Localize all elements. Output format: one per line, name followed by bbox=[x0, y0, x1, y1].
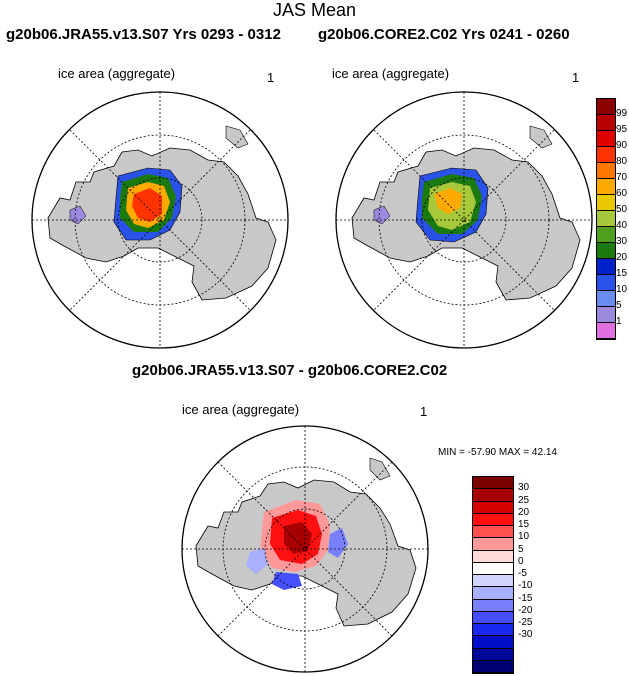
top-colorbar-tick-label: 10 bbox=[616, 284, 628, 295]
left-polar-map bbox=[31, 91, 289, 349]
diff-colorbar-swatch bbox=[473, 624, 513, 637]
diff-colorbar-tick-label: 0 bbox=[518, 555, 524, 567]
top-colorbar-swatch bbox=[597, 179, 615, 195]
left-units-label: 1 bbox=[267, 70, 275, 85]
top-colorbar-tick-label: 50 bbox=[616, 204, 628, 215]
diff-units-label: 1 bbox=[420, 404, 428, 419]
top-colorbar-swatch bbox=[597, 259, 615, 275]
top-colorbar-tick-label: 80 bbox=[616, 156, 628, 167]
diff-colorbar-tick-label: -30 bbox=[518, 629, 533, 641]
diff-colorbar-tick-label: 20 bbox=[518, 506, 530, 518]
top-colorbar-tick-label: 99 bbox=[616, 108, 628, 119]
top-colorbar-swatch bbox=[597, 211, 615, 227]
top-colorbar-tick-label: 30 bbox=[616, 236, 628, 247]
top-colorbar-swatch bbox=[597, 227, 615, 243]
diff-colorbar-swatch bbox=[473, 550, 513, 563]
diff-colorbar-swatch bbox=[473, 575, 513, 588]
top-colorbar-swatch bbox=[597, 243, 615, 259]
right-polar-map bbox=[335, 91, 593, 349]
diff-colorbar-tick-label: -25 bbox=[518, 617, 533, 628]
main-title: JAS Mean bbox=[272, 0, 357, 20]
top-colorbar-labels: 99 95 90 80 70 60 50 40 30 20 15 10 5 1 bbox=[616, 98, 629, 338]
diff-colorbar-tick-label: -15 bbox=[518, 592, 533, 604]
diff-colorbar-swatch bbox=[473, 599, 513, 612]
diff-colorbar-swatch bbox=[473, 587, 513, 600]
diff-colorbar-swatch bbox=[473, 648, 513, 661]
diff-colorbar bbox=[472, 476, 514, 674]
top-colorbar-tick-label: 95 bbox=[616, 124, 628, 135]
top-colorbar-tick-label: 15 bbox=[616, 268, 628, 279]
top-colorbar-swatch bbox=[597, 323, 615, 339]
left-variable-label: ice area (aggregate) bbox=[58, 66, 176, 81]
diff-colorbar-swatch bbox=[473, 477, 513, 490]
top-colorbar-swatch bbox=[597, 131, 615, 147]
top-colorbar-swatch bbox=[597, 115, 615, 131]
diff-colorbar-swatch bbox=[473, 526, 513, 539]
top-colorbar-swatch bbox=[597, 99, 615, 115]
diff-colorbar-swatch bbox=[473, 538, 513, 551]
diff-colorbar-tick-label: -5 bbox=[518, 568, 527, 579]
top-colorbar bbox=[596, 98, 616, 340]
right-units-label: 1 bbox=[572, 70, 580, 85]
top-colorbar-swatch bbox=[597, 195, 615, 211]
top-colorbar-tick-label: 40 bbox=[616, 220, 628, 231]
top-colorbar-tick-label: 90 bbox=[616, 140, 628, 151]
diff-colorbar-tick-label: 25 bbox=[518, 494, 530, 506]
top-colorbar-tick-label: 5 bbox=[616, 300, 622, 311]
right-panel-title: g20b06.CORE2.C02 Yrs 0241 - 0260 bbox=[318, 26, 570, 43]
top-colorbar-swatch bbox=[597, 163, 615, 179]
diff-colorbar-swatch bbox=[473, 513, 513, 526]
diff-colorbar-swatch bbox=[473, 562, 513, 575]
diff-colorbar-tick-label: -20 bbox=[518, 604, 533, 616]
top-colorbar-swatch bbox=[597, 307, 615, 323]
diff-colorbar-tick-label: 15 bbox=[518, 519, 530, 530]
diff-colorbar-swatch bbox=[473, 611, 513, 624]
top-colorbar-tick-label: 70 bbox=[616, 172, 628, 183]
diff-colorbar-swatch bbox=[473, 501, 513, 514]
diff-colorbar-swatch bbox=[473, 489, 513, 502]
top-colorbar-swatch bbox=[597, 147, 615, 163]
top-colorbar-tick-label: 1 bbox=[616, 316, 622, 327]
left-panel-title: g20b06.JRA55.v13.S07 Yrs 0293 - 0312 bbox=[6, 26, 281, 43]
diff-variable-label: ice area (aggregate) bbox=[182, 402, 300, 417]
diff-colorbar-tick-label: -10 bbox=[518, 580, 533, 592]
diff-colorbar-swatch bbox=[473, 636, 513, 649]
top-colorbar-swatch bbox=[597, 275, 615, 291]
top-colorbar-swatch bbox=[597, 291, 615, 307]
diff-polar-map bbox=[181, 425, 429, 673]
diff-panel-title: g20b06.JRA55.v13.S07 - g20b06.CORE2.C02 bbox=[132, 362, 448, 379]
diff-colorbar-tick-label: 5 bbox=[518, 543, 524, 555]
top-colorbar-tick-label: 60 bbox=[616, 188, 628, 199]
diff-colorbar-tick-label: 30 bbox=[518, 482, 530, 494]
right-variable-label: ice area (aggregate) bbox=[332, 66, 450, 81]
min-max-label: MIN = -57.90 MAX = 42.14 bbox=[438, 447, 557, 458]
diff-colorbar-tick-label: 10 bbox=[518, 531, 530, 543]
top-colorbar-tick-label: 20 bbox=[616, 252, 628, 263]
diff-colorbar-labels: 30 25 20 15 10 5 0 -5 -10 -15 -20 -25 -30 bbox=[518, 476, 548, 672]
diff-colorbar-swatch bbox=[473, 660, 513, 673]
